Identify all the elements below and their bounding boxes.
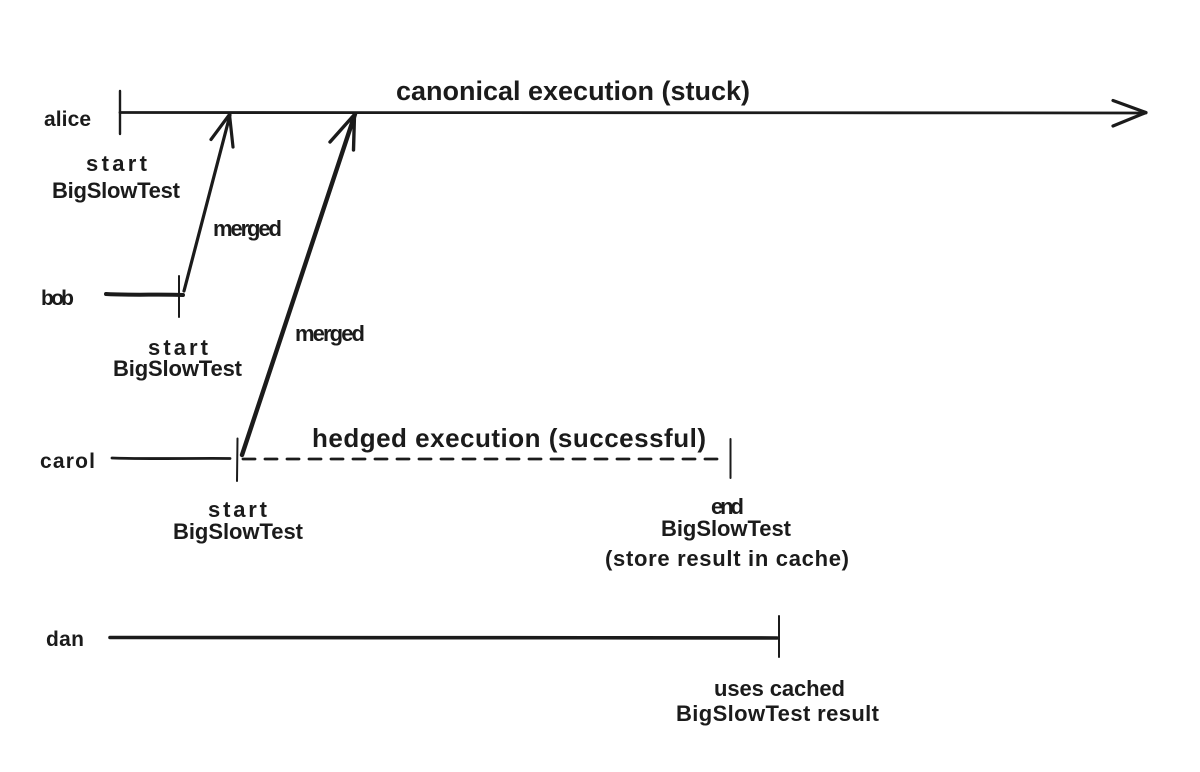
svg-text:bob: bob — [41, 287, 74, 310]
svg-text:BigSlowTest: BigSlowTest — [661, 516, 792, 541]
svg-text:uses cached: uses cached — [714, 676, 845, 701]
svg-text:carol: carol — [40, 450, 95, 473]
svg-text:BigSlowTest: BigSlowTest — [52, 178, 181, 203]
svg-text:start: start — [86, 151, 148, 176]
svg-text:BigSlowTest: BigSlowTest — [113, 356, 243, 381]
svg-text:dan: dan — [46, 628, 84, 651]
svg-text:hedged execution (successful): hedged execution (successful) — [312, 423, 706, 453]
svg-text:end: end — [711, 494, 744, 519]
svg-text:merged: merged — [213, 216, 282, 241]
svg-text:canonical execution (stuck): canonical execution (stuck) — [396, 76, 750, 106]
svg-text:merged: merged — [295, 321, 365, 346]
svg-text:alice: alice — [44, 108, 91, 131]
svg-text:BigSlowTest result: BigSlowTest result — [676, 701, 880, 726]
svg-text:(store result in cache): (store result in cache) — [605, 546, 849, 571]
svg-text:BigSlowTest: BigSlowTest — [173, 519, 304, 544]
